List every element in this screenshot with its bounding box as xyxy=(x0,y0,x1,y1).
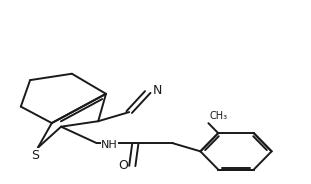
Text: CH₃: CH₃ xyxy=(210,111,228,121)
Text: O: O xyxy=(118,160,128,172)
Text: N: N xyxy=(152,84,162,97)
Text: NH: NH xyxy=(101,140,118,150)
Text: S: S xyxy=(31,148,39,162)
